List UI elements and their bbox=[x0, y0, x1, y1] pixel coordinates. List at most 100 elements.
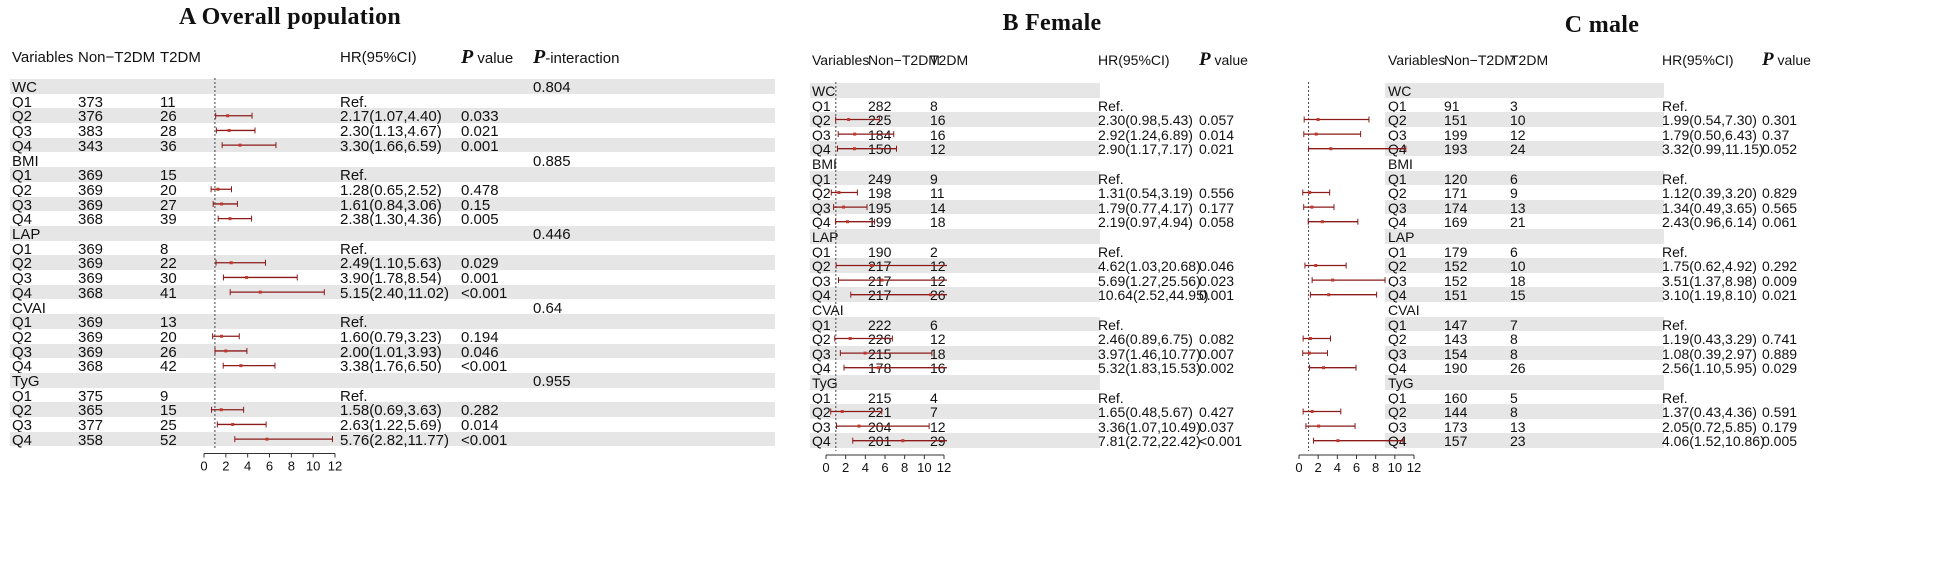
row-label: Q1 bbox=[812, 97, 831, 114]
row-stripe bbox=[10, 196, 775, 212]
hr-ci-text: 1.99(0.54,7.30) bbox=[1662, 112, 1757, 129]
header-variables: Variables bbox=[12, 49, 74, 66]
non-t2dm-count: 222 bbox=[868, 316, 892, 333]
row-stripe bbox=[1385, 141, 1664, 156]
row-label: Q4 bbox=[812, 360, 831, 377]
non-t2dm-count: 174 bbox=[1444, 199, 1468, 216]
hr-ci-text: 7.81(2.72,22.42) bbox=[1098, 433, 1201, 450]
hr-ci-text: Ref. bbox=[1098, 170, 1124, 187]
p-value: 0.014 bbox=[461, 417, 499, 435]
t2dm-count: 2 bbox=[930, 243, 938, 260]
hr-ci-text: 5.69(1.27,25.56) bbox=[1098, 272, 1201, 289]
x-tick-label: 2 bbox=[842, 460, 849, 475]
x-tick-label: 6 bbox=[1353, 460, 1360, 475]
hr-ci-text: 3.32(0.99,11.15) bbox=[1662, 141, 1764, 158]
row-label: Q2 bbox=[812, 404, 831, 421]
row-label: Q3 bbox=[812, 126, 831, 143]
header-t2dm: T2DM bbox=[1510, 52, 1549, 68]
x-tick-label: 2 bbox=[1315, 460, 1322, 475]
p-value: 0.194 bbox=[461, 328, 499, 346]
hr-point bbox=[224, 349, 228, 353]
p-value: 0.023 bbox=[1199, 272, 1235, 289]
t2dm-count: 6 bbox=[1510, 243, 1518, 260]
hr-point bbox=[219, 408, 223, 412]
row-label: Q2 bbox=[12, 108, 33, 126]
panel-title: C male bbox=[1564, 12, 1640, 38]
hr-point bbox=[1310, 205, 1314, 209]
hr-ci-text: 2.56(1.10,5.95) bbox=[1662, 360, 1757, 377]
x-tick-label: 8 bbox=[901, 460, 908, 475]
hr-ci-text: 1.28(0.65,2.52) bbox=[340, 181, 442, 199]
row-stripe bbox=[10, 79, 775, 94]
non-t2dm-count: 201 bbox=[868, 433, 892, 450]
hr-ci-text: Ref. bbox=[1662, 316, 1688, 333]
p-value: 0.009 bbox=[1762, 272, 1798, 289]
t2dm-count: 28 bbox=[160, 123, 177, 141]
header-hr: HR(95%CI) bbox=[1662, 52, 1734, 68]
hr-ci-text: 2.92(1.24,6.89) bbox=[1098, 126, 1193, 143]
p-value: 0.002 bbox=[1199, 360, 1235, 377]
hr-point bbox=[231, 422, 235, 426]
non-t2dm-count: 369 bbox=[78, 328, 104, 346]
row-label: Q1 bbox=[812, 389, 831, 406]
hr-ci-text: 2.43(0.96,6.14) bbox=[1662, 214, 1757, 231]
hr-ci-text: Ref. bbox=[1098, 316, 1124, 333]
hr-ci-text: 5.32(1.83,15.53) bbox=[1098, 360, 1201, 377]
hr-point bbox=[229, 261, 233, 265]
row-label: Q4 bbox=[1388, 141, 1407, 158]
hr-ci-text: 1.37(0.43,4.36) bbox=[1662, 404, 1757, 421]
hr-ci-text: 1.79(0.50,6.43) bbox=[1662, 126, 1757, 143]
row-label: Q2 bbox=[812, 185, 831, 202]
hr-ci-text: 1.19(0.43,3.29) bbox=[1662, 331, 1757, 348]
row-label: Q3 bbox=[1388, 345, 1407, 362]
p-interaction-label: -interaction bbox=[545, 50, 620, 67]
row-label: Q2 bbox=[812, 331, 831, 348]
t2dm-count: 23 bbox=[1510, 433, 1526, 450]
hr-point bbox=[901, 439, 905, 443]
hr-point bbox=[265, 437, 269, 441]
non-t2dm-count: 199 bbox=[1444, 126, 1468, 143]
hr-point bbox=[216, 187, 220, 191]
x-tick-label: 0 bbox=[822, 460, 829, 475]
hr-point bbox=[226, 114, 230, 118]
hr-ci-text: Ref. bbox=[340, 314, 368, 332]
p-value: 0.014 bbox=[1199, 126, 1235, 143]
t2dm-count: 5 bbox=[1510, 389, 1518, 406]
t2dm-count: 26 bbox=[160, 343, 177, 361]
row-label: LAP bbox=[12, 226, 41, 243]
x-tick-label: 4 bbox=[862, 460, 869, 475]
non-t2dm-count: 369 bbox=[78, 255, 104, 273]
row-label: Q3 bbox=[12, 270, 33, 288]
p-value: 0.033 bbox=[461, 108, 499, 126]
hr-point bbox=[239, 364, 243, 368]
hr-point bbox=[238, 143, 242, 147]
row-stripe bbox=[10, 167, 775, 182]
p-value: 0.057 bbox=[1199, 112, 1235, 129]
p-value: 0.058 bbox=[1199, 214, 1235, 231]
p-value: 0.556 bbox=[1199, 185, 1235, 202]
non-t2dm-count: 343 bbox=[78, 137, 104, 155]
t2dm-count: 14 bbox=[930, 199, 946, 216]
p-value: 0.046 bbox=[1199, 258, 1235, 275]
t2dm-count: 36 bbox=[160, 137, 177, 155]
hr-point bbox=[219, 334, 223, 338]
non-t2dm-count: 151 bbox=[1444, 112, 1468, 129]
non-t2dm-count: 368 bbox=[78, 211, 104, 229]
hr-ci-text: 2.17(1.07,4.40) bbox=[340, 108, 442, 126]
t2dm-count: 8 bbox=[160, 240, 169, 258]
row-label: WC bbox=[812, 83, 836, 99]
non-t2dm-count: 226 bbox=[868, 331, 892, 348]
t2dm-count: 4 bbox=[930, 389, 938, 406]
hr-ci-text: 1.65(0.48,5.67) bbox=[1098, 404, 1193, 421]
x-tick-label: 12 bbox=[328, 459, 342, 474]
non-t2dm-count: 383 bbox=[78, 123, 104, 141]
header-p-value: P value bbox=[1199, 50, 1248, 69]
t2dm-count: 13 bbox=[160, 314, 177, 332]
t2dm-count: 30 bbox=[160, 270, 177, 288]
row-label: Q4 bbox=[812, 287, 831, 304]
p-value: 0.021 bbox=[1762, 287, 1798, 304]
x-tick-label: 6 bbox=[266, 459, 273, 474]
p-value: 0.427 bbox=[1199, 404, 1235, 421]
p-symbol: P bbox=[461, 46, 474, 68]
